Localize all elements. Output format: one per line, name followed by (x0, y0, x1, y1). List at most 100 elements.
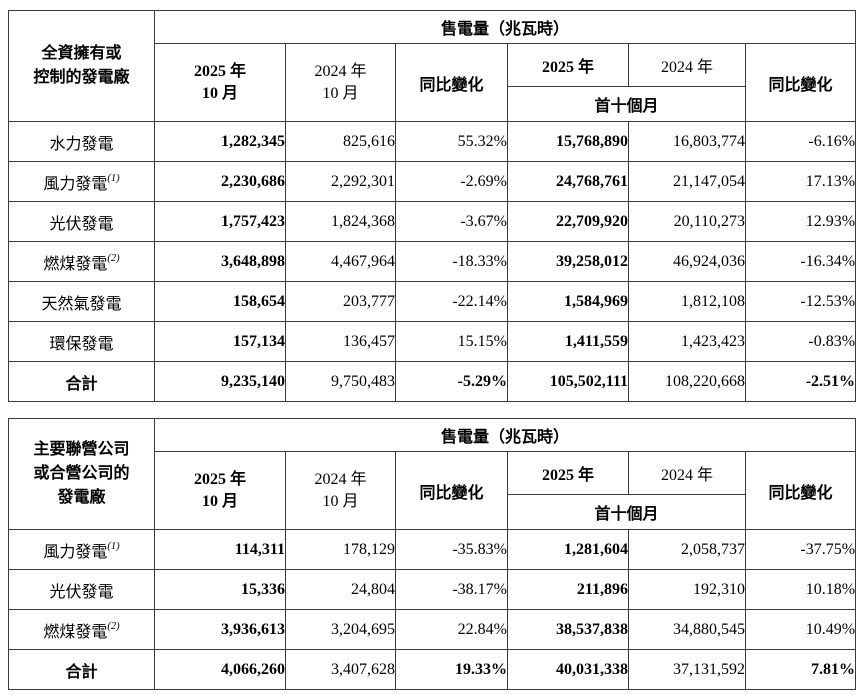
sales-2024-oct: 3,204,695 (285, 609, 396, 650)
sales-2024-ytd: 21,147,054 (628, 161, 746, 202)
total-label: 合計 (8, 649, 155, 690)
sales-2024-oct: 1,824,368 (285, 201, 396, 242)
sales-2025-ytd: 1,411,559 (507, 321, 629, 362)
table-row-environmental: 環保發電 157,134 136,457 15.15% 1,411,559 1,… (8, 321, 857, 362)
corner-line: 全資擁有或 (41, 45, 122, 62)
col-header-yoy-month: 同比變化 (395, 43, 508, 122)
sales-2025-ytd: 15,768,890 (507, 121, 629, 162)
sales-2024-oct: 136,457 (285, 321, 396, 362)
plant-type-label: 風力發電(1) (8, 529, 155, 570)
yoy-month: -22.14% (395, 281, 508, 322)
sales-2025-ytd: 1,281,604 (507, 529, 629, 570)
corner-line: 控制的發電廠 (33, 69, 130, 86)
col-header-yoy-ytd: 同比變化 (744, 43, 857, 122)
sales-2024-oct: 3,407,628 (285, 649, 396, 690)
sales-volume-group-header: 售電量（兆瓦時） (153, 418, 857, 452)
col-header-2025-ytd: 2025 年 (507, 43, 629, 87)
sales-2025-oct: 9,235,140 (154, 361, 286, 402)
sales-2024-oct: 178,129 (285, 529, 396, 570)
yoy-ytd: 10.18% (744, 569, 857, 610)
footnote-marker: (2) (107, 621, 120, 633)
footnote-marker: (2) (107, 253, 120, 265)
plant-type-label: 風力發電(1) (8, 161, 155, 202)
sales-2024-oct: 9,750,483 (285, 361, 396, 402)
sales-2024-ytd: 20,110,273 (628, 201, 746, 242)
jv-associates-plants-table: 主要聯營公司 或合營公司的 發電廠 售電量（兆瓦時） 2025 年 10 月 20… (8, 418, 857, 690)
yoy-month: -2.69% (395, 161, 508, 202)
col-header-2024-oct: 2024 年 10 月 (285, 43, 396, 122)
sales-2025-oct: 15,336 (154, 569, 286, 610)
table-row-wind: 風力發電(1) 114,311 178,129 -35.83% 1,281,60… (8, 529, 857, 570)
sales-2024-ytd: 192,310 (628, 569, 746, 610)
sales-2024-oct: 24,804 (285, 569, 396, 610)
sales-2025-oct: 2,230,686 (154, 161, 286, 202)
yoy-month: -3.67% (395, 201, 508, 242)
plant-type-label: 水力發電 (8, 121, 155, 162)
sales-2025-oct: 157,134 (154, 321, 286, 362)
table-row-coal: 燃煤發電(2) 3,648,898 4,467,964 -18.33% 39,2… (8, 241, 857, 282)
yoy-month: -5.29% (395, 361, 508, 402)
sales-2025-oct: 4,066,260 (154, 649, 286, 690)
sales-2024-ytd: 2,058,737 (628, 529, 746, 570)
sales-2025-ytd: 22,709,920 (507, 201, 629, 242)
yoy-ytd: -16.34% (744, 241, 857, 282)
table-row-hydro: 水力發電 1,282,345 825,616 55.32% 15,768,890… (8, 121, 857, 162)
total-row: 合計 4,066,260 3,407,628 19.33% 40,031,338… (8, 649, 857, 690)
yoy-month: 22.84% (395, 609, 508, 650)
total-label: 合計 (8, 361, 155, 402)
sales-2024-ytd: 37,131,592 (628, 649, 746, 690)
yoy-month: 15.15% (395, 321, 508, 362)
sales-2024-oct: 2,292,301 (285, 161, 396, 202)
sales-2024-ytd: 1,812,108 (628, 281, 746, 322)
sales-2025-ytd: 24,768,761 (507, 161, 629, 202)
table-row-wind: 風力發電(1) 2,230,686 2,292,301 -2.69% 24,76… (8, 161, 857, 202)
sales-2024-ytd: 46,924,036 (628, 241, 746, 282)
corner-header-jv-associates: 主要聯營公司 或合營公司的 發電廠 (8, 418, 155, 530)
table-row-coal: 燃煤發電(2) 3,936,613 3,204,695 22.84% 38,53… (8, 609, 857, 650)
sales-2025-ytd: 1,584,969 (507, 281, 629, 322)
table-row-solar: 光伏發電 1,757,423 1,824,368 -3.67% 22,709,9… (8, 201, 857, 242)
yoy-ytd: -2.51% (744, 361, 857, 402)
footnote-marker: (1) (107, 173, 120, 185)
yoy-ytd: 12.93% (744, 201, 857, 242)
plant-type-label: 燃煤發電(2) (8, 609, 155, 650)
sales-2025-ytd: 39,258,012 (507, 241, 629, 282)
col-header-2024-ytd: 2024 年 (628, 451, 746, 495)
plant-type-label: 光伏發電 (8, 201, 155, 242)
sales-2025-ytd: 40,031,338 (507, 649, 629, 690)
yoy-ytd: 10.49% (744, 609, 857, 650)
corner-line: 主要聯營公司 (33, 441, 130, 458)
sales-2025-ytd: 38,537,838 (507, 609, 629, 650)
col-header-2025-ytd: 2025 年 (507, 451, 629, 495)
yoy-ytd: -12.53% (744, 281, 857, 322)
col-header-yoy-ytd: 同比變化 (744, 451, 857, 530)
sales-2024-ytd: 34,880,545 (628, 609, 746, 650)
yoy-ytd: -6.16% (744, 121, 857, 162)
sales-2025-oct: 3,648,898 (154, 241, 286, 282)
col-header-2025-oct: 2025 年 10 月 (154, 43, 286, 122)
plant-type-label: 環保發電 (8, 321, 155, 362)
sales-2025-oct: 1,757,423 (154, 201, 286, 242)
first-ten-months-header: 首十個月 (507, 86, 746, 122)
plant-type-label: 天然氣發電 (8, 281, 155, 322)
yoy-ytd: 7.81% (744, 649, 857, 690)
sales-2024-ytd: 108,220,668 (628, 361, 746, 402)
sales-2024-oct: 4,467,964 (285, 241, 396, 282)
first-ten-months-header: 首十個月 (507, 494, 746, 530)
corner-line: 或合營公司的 (33, 465, 130, 482)
sales-2025-oct: 158,654 (154, 281, 286, 322)
sales-2024-oct: 825,616 (285, 121, 396, 162)
yoy-month: -38.17% (395, 569, 508, 610)
corner-header-wholly-owned: 全資擁有或 控制的發電廠 (8, 10, 155, 122)
col-header-2024-oct: 2024 年 10 月 (285, 451, 396, 530)
corner-line: 發電廠 (57, 489, 106, 506)
sales-2025-ytd: 105,502,111 (507, 361, 629, 402)
sales-2025-oct: 1,282,345 (154, 121, 286, 162)
plant-type-label: 燃煤發電(2) (8, 241, 155, 282)
yoy-ytd: 17.13% (744, 161, 857, 202)
yoy-month: -35.83% (395, 529, 508, 570)
sales-2024-ytd: 16,803,774 (628, 121, 746, 162)
yoy-ytd: -0.83% (744, 321, 857, 362)
